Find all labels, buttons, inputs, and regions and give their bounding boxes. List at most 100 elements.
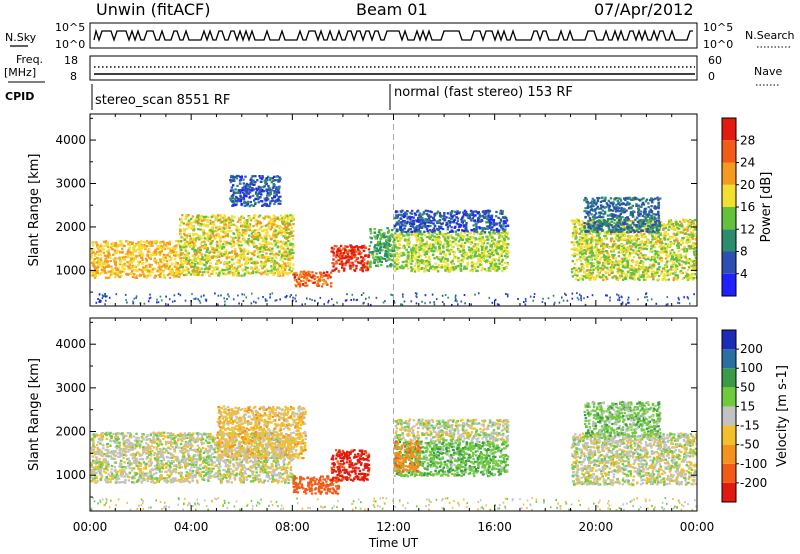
echo-cell (599, 231, 602, 234)
echo-cell (434, 238, 437, 241)
echo-cell (236, 229, 239, 232)
echo-cell (265, 246, 268, 249)
echo-cell (166, 246, 169, 249)
echo-cell (275, 224, 278, 227)
echo-cell (589, 268, 592, 272)
echo-cell (168, 240, 172, 243)
echo-cell (243, 254, 246, 257)
echo-cell (211, 232, 214, 235)
echo-cell (417, 233, 421, 236)
echo-cell (476, 212, 479, 215)
echo-cell (293, 278, 297, 281)
echo-cell (415, 247, 419, 250)
echo-cell (244, 268, 247, 271)
echo-cell (185, 266, 189, 269)
echo-cell (465, 239, 469, 242)
echo-cell (412, 221, 416, 224)
echo-cell (311, 271, 314, 274)
echo-cell (170, 273, 173, 276)
echo-cell (271, 217, 274, 220)
echo-cell (237, 244, 241, 247)
echo-cell (491, 226, 494, 229)
echo-cell (447, 235, 450, 238)
echo-cell (90, 274, 93, 277)
echo-cell (397, 223, 400, 226)
echo-cell (250, 271, 253, 274)
echo-cell (610, 250, 613, 253)
nave-tick-high: 60 (708, 54, 722, 67)
echo-cell (250, 232, 254, 235)
echo-cell (660, 272, 663, 275)
echo-cell (470, 265, 474, 268)
echo-cell (113, 249, 116, 252)
echo-cell (175, 269, 178, 272)
echo-cell (184, 273, 187, 277)
echo-cell (318, 278, 321, 282)
echo-cell (256, 220, 259, 223)
echo-cell (482, 258, 485, 261)
echo-cell (145, 260, 148, 263)
echo-cell (641, 267, 644, 270)
echo-cell (282, 251, 285, 255)
echo-cell (194, 232, 198, 235)
echo-cell (489, 233, 492, 236)
echo-cell (229, 176, 233, 179)
echo-cell (687, 223, 690, 226)
echo-cell (220, 254, 224, 257)
echo-cell (161, 270, 165, 273)
echo-cell (628, 253, 631, 257)
echo-cell (129, 272, 132, 275)
echo-cell (204, 243, 207, 246)
echo-cell (332, 252, 335, 255)
echo-cell (241, 197, 244, 200)
echo-cell (246, 227, 249, 230)
echo-cell (298, 283, 301, 286)
echo-cell (664, 242, 667, 246)
echo-cell (456, 233, 460, 236)
echo-cell (693, 262, 696, 265)
echo-cell (642, 257, 646, 260)
echo-cell (418, 267, 421, 270)
echo-cell (222, 254, 225, 257)
echo-cell (411, 209, 414, 212)
echo-cell (171, 249, 175, 252)
echo-cell (229, 222, 233, 225)
echo-cell (184, 218, 187, 221)
echo-cell (499, 236, 502, 239)
echo-cell (421, 219, 425, 222)
echo-cell (228, 261, 231, 264)
echo-cell (344, 262, 348, 265)
echo-cell (253, 250, 256, 253)
echo-cell (236, 200, 239, 203)
echo-cell (284, 214, 287, 217)
echo-cell (439, 240, 443, 244)
echo-cell (153, 253, 157, 257)
echo-cell (173, 258, 177, 261)
echo-cell (255, 244, 258, 248)
echo-cell (124, 255, 127, 259)
echo-cell (493, 265, 496, 268)
echo-cell (199, 248, 202, 252)
echo-cell (113, 272, 117, 275)
echo-cell (190, 241, 193, 244)
echo-cell (402, 260, 405, 263)
echo-cell (229, 197, 232, 200)
echo-cell (255, 271, 258, 274)
echo-cell (211, 247, 214, 250)
echo-cell (501, 210, 504, 213)
echo-cell (465, 213, 468, 216)
echo-cell (275, 252, 278, 255)
echo-cell (226, 253, 230, 256)
echo-cell (240, 274, 243, 277)
echo-cell (572, 227, 576, 230)
echo-cell (497, 267, 500, 270)
echo-cell (105, 265, 108, 268)
echo-cell (285, 255, 289, 258)
echo-cell (93, 254, 97, 258)
echo-cell (138, 248, 141, 251)
echo-cell (322, 278, 326, 282)
echo-cell (691, 260, 694, 263)
echo-cell (459, 267, 462, 270)
echo-cell (437, 258, 440, 261)
echo-cell (333, 269, 336, 272)
